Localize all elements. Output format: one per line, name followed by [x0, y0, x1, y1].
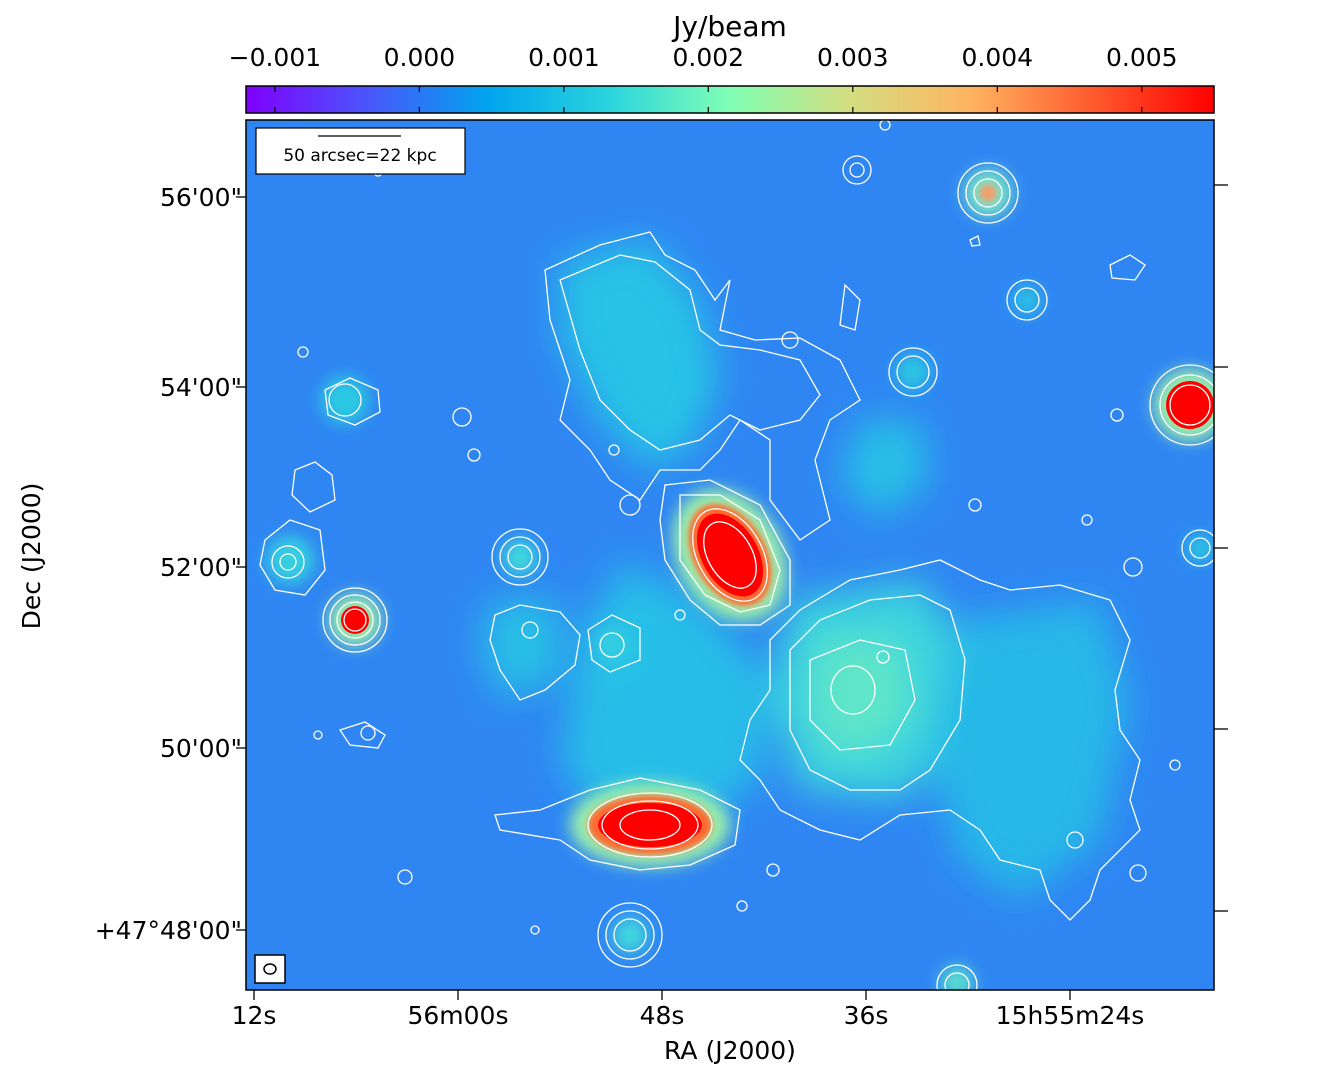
x-tick-label: 15h55m24s — [996, 1001, 1145, 1030]
contours — [259, 120, 1214, 990]
colorbar: Jy/beam −0.001 0.000 0.001 0.002 0.003 0.004 0… — [229, 10, 1215, 114]
colorbar-label: Jy/beam — [671, 10, 787, 43]
diffuse-emission — [480, 240, 1130, 900]
y-tick-labels: 56'00" 54'00" 52'00" 50'00" +47°48'00" — [95, 183, 242, 945]
x-tick-labels: 12s 56m00s 48s 36s 15h55m24s — [232, 1001, 1145, 1030]
colorbar-tick-label: 0.003 — [817, 43, 889, 72]
colorbar-tick-label: 0.002 — [673, 43, 745, 72]
colorbar-tick-label: 0.004 — [962, 43, 1034, 72]
colorbar-bar — [245, 85, 1215, 114]
colorbar-tick-label: −0.001 — [229, 43, 322, 72]
colorbar-ticks — [274, 86, 1143, 113]
colorbar-tick-labels: −0.001 0.000 0.001 0.002 0.003 0.004 0.005 — [229, 43, 1178, 72]
y-tick-label: 54'00" — [160, 373, 242, 402]
x-tick-label: 48s — [640, 1001, 685, 1030]
y-axis-label: Dec (J2000) — [17, 483, 46, 630]
y-tick-label: +47°48'00" — [95, 916, 242, 945]
beam-ellipse — [263, 963, 277, 975]
axis-ticks — [236, 184, 1228, 1000]
x-tick-label: 36s — [844, 1001, 889, 1030]
scalebar-label: 50 arcsec=22 kpc — [283, 146, 436, 166]
y-tick-label: 56'00" — [160, 183, 242, 212]
x-tick-label: 56m00s — [407, 1001, 508, 1030]
colorbar-tick-label: 0.001 — [528, 43, 600, 72]
beam-box — [254, 954, 286, 984]
y-tick-label: 50'00" — [160, 734, 242, 763]
colorbar-tick-label: 0.000 — [384, 43, 456, 72]
map-image — [246, 120, 1214, 990]
x-axis-label: RA (J2000) — [664, 1036, 796, 1065]
map-panel: 50 arcsec=22 kpc 56'00" — [17, 119, 1228, 1065]
map-frame — [245, 119, 1215, 991]
y-tick-label: 52'00" — [160, 553, 242, 582]
colorbar-tick-label: 0.005 — [1106, 43, 1178, 72]
scalebar: 50 arcsec=22 kpc — [255, 127, 466, 175]
x-tick-label: 12s — [232, 1001, 277, 1030]
beam-marker — [254, 954, 286, 984]
